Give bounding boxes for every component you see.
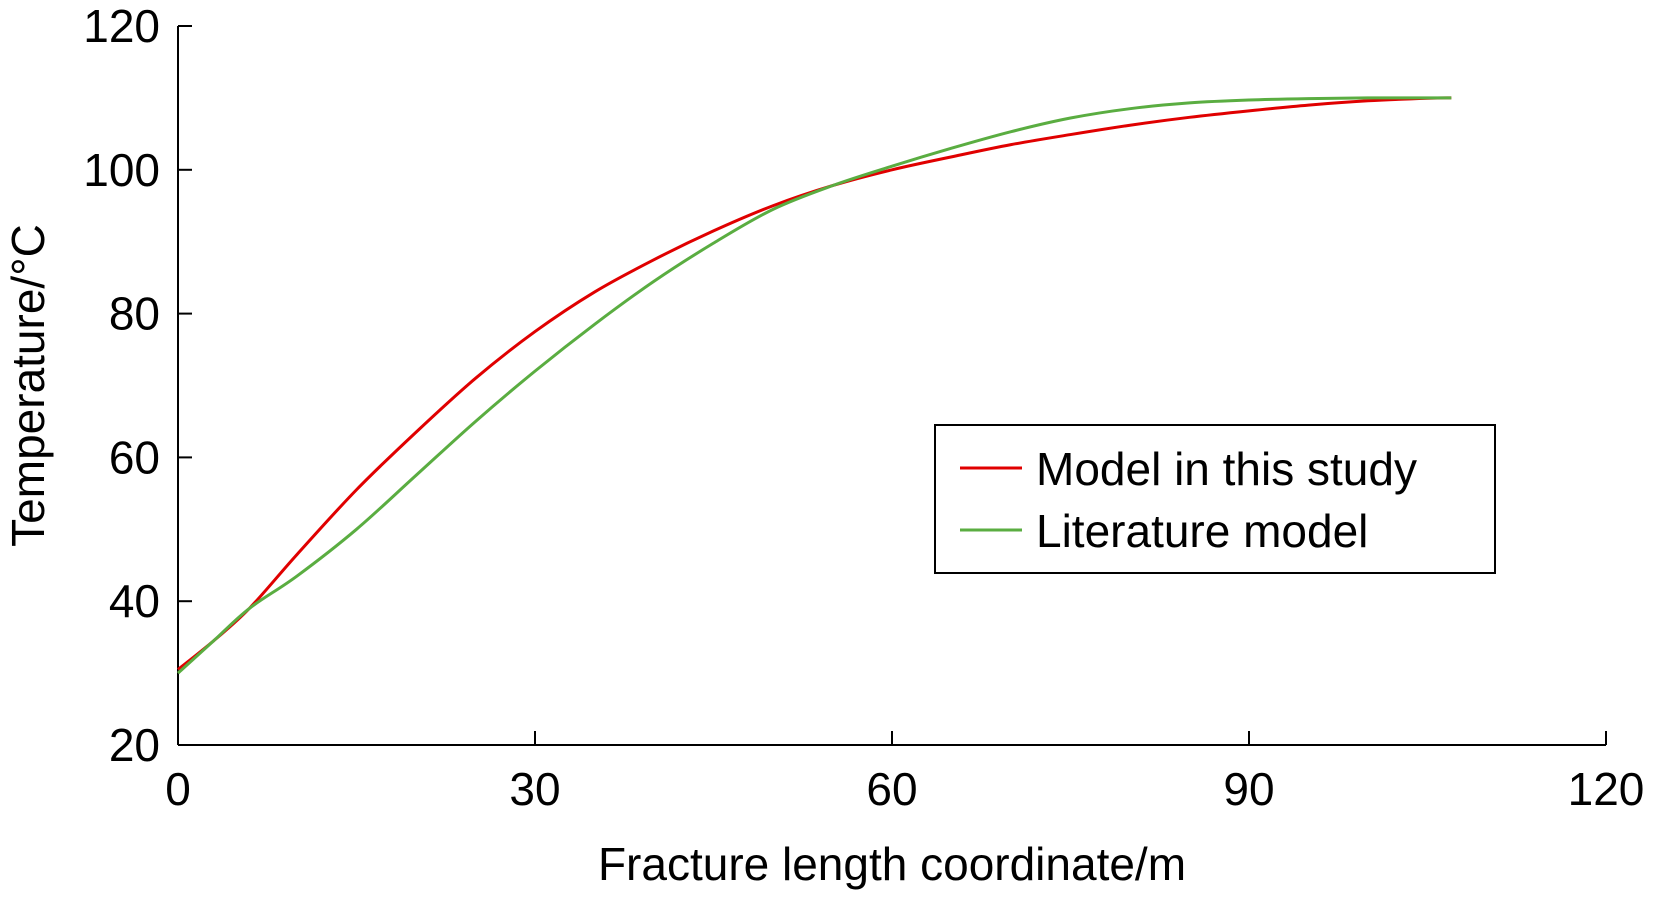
y-tick-label: 120 [83, 0, 160, 52]
axes: 20 40 60 80 100 120 0 30 60 90 120 [83, 0, 1644, 815]
x-tick-label: 30 [509, 763, 560, 815]
series-layer [176, 96, 1452, 675]
y-tick-label: 20 [109, 719, 160, 771]
y-axis-title: Temperature/°C [2, 224, 54, 547]
legend-label-2: Literature model [1036, 505, 1368, 557]
x-tick-label: 0 [165, 763, 191, 815]
x-tick-label: 120 [1568, 763, 1645, 815]
series-line-2 [176, 96, 1452, 675]
x-axis-title: Fracture length coordinate/m [598, 838, 1186, 890]
series-line-1 [177, 96, 1452, 671]
legend-box [934, 424, 1496, 574]
y-tick-label: 60 [109, 431, 160, 483]
y-tick-label: 100 [83, 144, 160, 196]
x-tick-label: 60 [866, 763, 917, 815]
y-tick-label: 40 [109, 575, 160, 627]
legend: Model in this study Literature model [934, 424, 1496, 574]
y-tick-label: 80 [109, 288, 160, 340]
legend-label-1: Model in this study [1036, 443, 1417, 495]
x-tick-label: 90 [1223, 763, 1274, 815]
